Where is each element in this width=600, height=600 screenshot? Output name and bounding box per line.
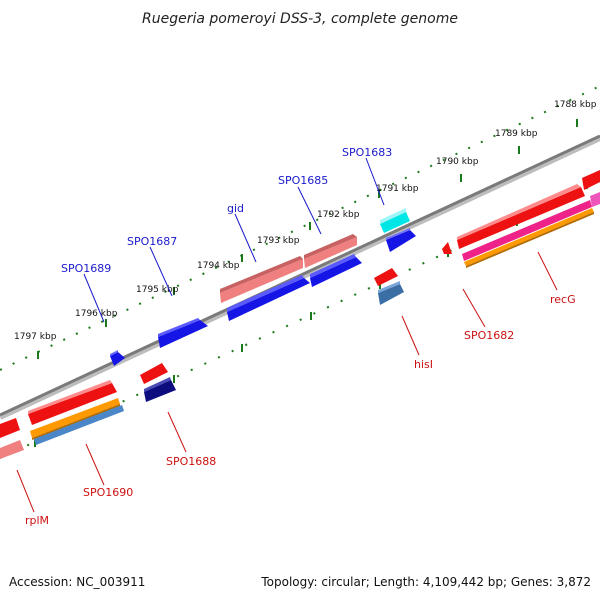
gene-rplm-feature[interactable] [0, 440, 24, 459]
gene-label-gid[interactable]: gid [227, 202, 244, 215]
gene-label-rplm[interactable]: rplM [25, 514, 49, 527]
gene-label-spo1685[interactable]: SPO1685 [278, 174, 328, 187]
tick-label: 1795 kbp [136, 285, 179, 295]
gene-gid-arrow[interactable] [220, 256, 303, 303]
tick-labels: 1788 kbp 1789 kbp 1790 kbp 1791 kbp 1792… [14, 100, 597, 342]
gene-spo1690-feature-steel[interactable] [34, 405, 124, 445]
gene-hisi-feature[interactable] [378, 281, 404, 305]
tick-label: 1788 kbp [554, 100, 597, 110]
gene-spo1690-feature-orange[interactable] [30, 398, 120, 440]
gene-recg-feature-orange[interactable] [464, 208, 594, 268]
gene-label-spo1683[interactable]: SPO1683 [342, 146, 392, 159]
tick-label: 1791 kbp [376, 184, 419, 194]
gene-recg-forward-arrow[interactable] [582, 170, 600, 190]
accession-text: Accession: NC_003911 [9, 575, 146, 589]
gene-spo1686a-arrow[interactable] [310, 254, 362, 287]
gene-rplm-arrow[interactable] [0, 418, 20, 438]
gene-label-spo1688[interactable]: SPO1688 [166, 455, 216, 468]
gene-spo1682-arrow[interactable] [442, 242, 452, 254]
genes-reverse-strand [0, 184, 600, 459]
gene-spo1686b-arrow[interactable] [227, 275, 310, 321]
gene-labels-top: SPO1683 SPO1685 gid SPO1687 SPO1689 [61, 146, 392, 275]
gene-recg-arrow[interactable] [457, 184, 585, 249]
tick-label: 1789 kbp [495, 129, 538, 139]
genes-forward-strand [110, 170, 600, 366]
tick-label: 1796 kbp [75, 309, 118, 319]
tick-label: 1790 kbp [436, 157, 479, 167]
gene-spo1690-arrow[interactable] [28, 380, 117, 425]
gene-label-spo1682[interactable]: SPO1682 [464, 329, 514, 342]
gene-label-spo1689[interactable]: SPO1689 [61, 262, 111, 275]
gene-recg-feature-pink[interactable] [462, 192, 600, 261]
gene-spo1687-arrow[interactable] [158, 318, 208, 348]
gene-label-hisi[interactable]: hisI [414, 358, 433, 371]
tick-label: 1797 kbp [14, 332, 57, 342]
gene-spo1684-arrow[interactable] [386, 228, 416, 252]
tick-label: 1794 kbp [197, 261, 240, 271]
gene-spo1683-arrow[interactable] [380, 208, 410, 233]
gene-hisi-arrow[interactable] [374, 268, 398, 286]
topology-info-text: Topology: circular; Length: 4,109,442 bp… [261, 575, 591, 589]
gene-label-recg[interactable]: recG [550, 293, 576, 306]
tick-label: 1793 kbp [257, 236, 300, 246]
gene-spo1688-feature[interactable] [144, 377, 176, 402]
gene-label-lines [16, 157, 558, 513]
gene-spo1689-arrow[interactable] [110, 350, 125, 366]
gene-labels-bottom: recG SPO1682 hisI SPO1688 SPO1690 rplM [25, 293, 576, 527]
map-title: Ruegeria pomeroyi DSS-3, complete genome [142, 11, 458, 27]
gene-spo1685-arrow[interactable] [304, 234, 357, 268]
gene-spo1688-arrow[interactable] [140, 363, 168, 384]
gene-label-spo1690[interactable]: SPO1690 [83, 486, 133, 499]
gene-label-spo1687[interactable]: SPO1687 [127, 235, 177, 248]
tick-label: 1792 kbp [317, 210, 360, 220]
